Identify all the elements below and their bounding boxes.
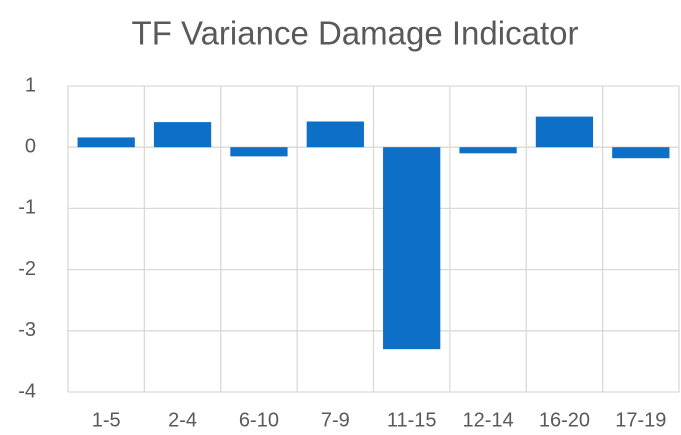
bar [153, 122, 212, 148]
y-tick-label: -3 [18, 319, 36, 341]
x-tick-label: 16-20 [539, 409, 590, 431]
y-tick-label: -2 [18, 258, 36, 280]
x-tick-label: 11-15 [387, 409, 437, 431]
x-tick-label: 1-5 [92, 409, 121, 431]
bar [535, 116, 594, 148]
y-tick-label: 0 [25, 135, 36, 157]
x-tick-label: 12-14 [462, 409, 513, 431]
y-tick-label: -4 [18, 380, 36, 402]
x-tick-label: 2-4 [168, 409, 197, 431]
x-tick-label: 17-19 [615, 409, 666, 431]
x-tick-label: 6-10 [239, 409, 279, 431]
chart-title: TF Variance Damage Indicator [132, 15, 579, 52]
y-tick-label: 1 [25, 74, 36, 96]
bar [612, 147, 670, 159]
bar [77, 137, 135, 148]
bar [306, 121, 364, 148]
y-tick-label: -1 [18, 197, 36, 219]
x-tick-label: 7-9 [321, 409, 350, 431]
bar [230, 147, 288, 157]
bar [459, 147, 517, 154]
bar [383, 147, 441, 350]
